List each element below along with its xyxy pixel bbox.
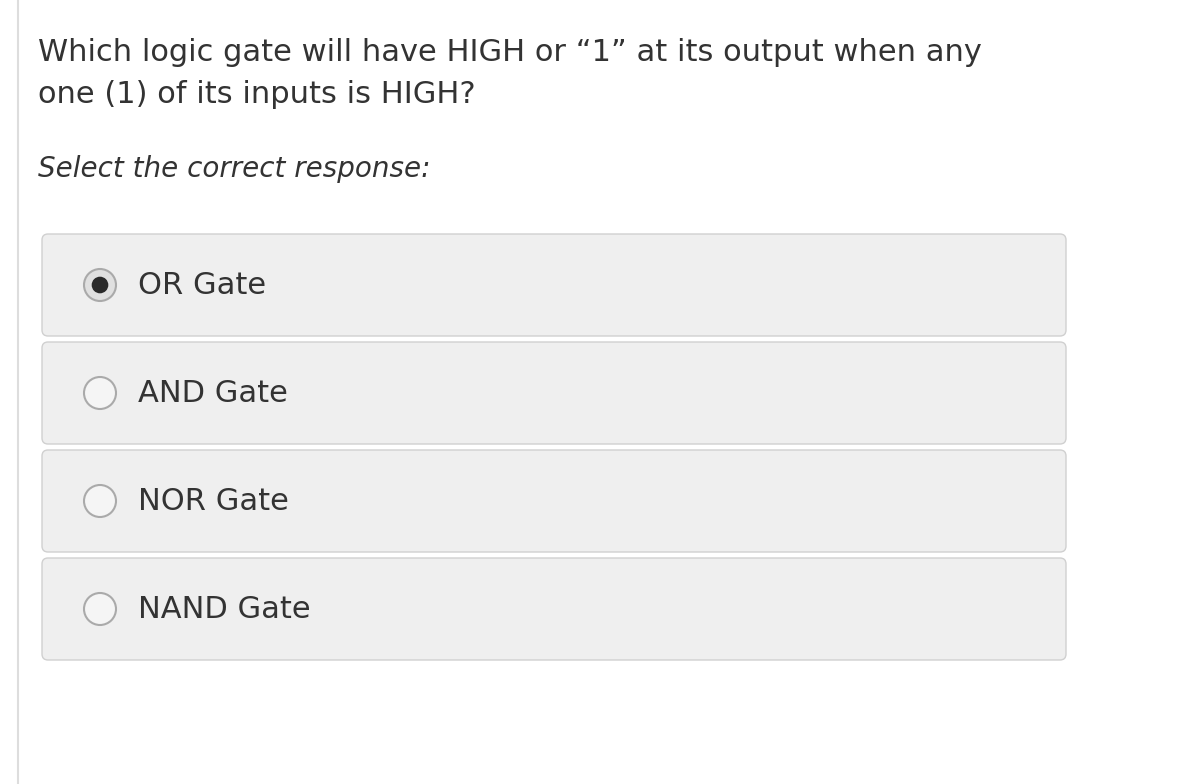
FancyBboxPatch shape bbox=[42, 234, 1066, 336]
Ellipse shape bbox=[84, 485, 116, 517]
Text: AND Gate: AND Gate bbox=[138, 379, 288, 408]
Ellipse shape bbox=[84, 377, 116, 409]
Text: NOR Gate: NOR Gate bbox=[138, 487, 289, 516]
FancyBboxPatch shape bbox=[42, 342, 1066, 444]
Ellipse shape bbox=[91, 277, 108, 293]
Text: Which logic gate will have HIGH or “1” at its output when any: Which logic gate will have HIGH or “1” a… bbox=[38, 38, 982, 67]
Ellipse shape bbox=[84, 593, 116, 625]
Text: OR Gate: OR Gate bbox=[138, 270, 266, 299]
Text: Select the correct response:: Select the correct response: bbox=[38, 155, 431, 183]
FancyBboxPatch shape bbox=[42, 450, 1066, 552]
Ellipse shape bbox=[84, 269, 116, 301]
FancyBboxPatch shape bbox=[42, 558, 1066, 660]
Text: NAND Gate: NAND Gate bbox=[138, 594, 311, 623]
Text: one (1) of its inputs is HIGH?: one (1) of its inputs is HIGH? bbox=[38, 80, 475, 109]
